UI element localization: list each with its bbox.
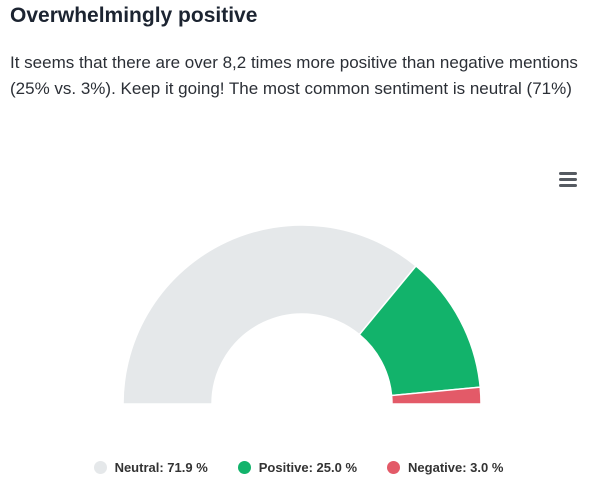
page-title: Overwhelmingly positive bbox=[10, 4, 258, 27]
legend-dot-positive bbox=[237, 461, 251, 474]
legend-item-negative[interactable]: Negative: 3.0 % bbox=[387, 460, 503, 475]
slice-negative[interactable] bbox=[390, 386, 482, 405]
legend-item-neutral[interactable]: Neutral: 71.9 % bbox=[93, 460, 208, 475]
chart-menu-button[interactable] bbox=[556, 170, 580, 190]
hamburger-menu-icon bbox=[559, 172, 577, 175]
legend-label-positive: Positive: 25.0 % bbox=[258, 460, 358, 475]
legend-dot-neutral bbox=[93, 461, 107, 474]
hamburger-menu-icon-bar bbox=[559, 184, 577, 187]
slice-neutral[interactable] bbox=[122, 224, 418, 405]
legend-dot-negative bbox=[387, 461, 401, 474]
legend-label-neutral: Neutral: 71.9 % bbox=[114, 460, 208, 475]
chart-legend: Neutral: 71.9 % Positive: 25.0 % Negativ… bbox=[0, 460, 597, 475]
legend-item-positive[interactable]: Positive: 25.0 % bbox=[237, 460, 358, 475]
sentiment-summary: It seems that there are over 8,2 times m… bbox=[10, 53, 578, 98]
chart-slices bbox=[122, 224, 482, 405]
legend-label-negative: Negative: 3.0 % bbox=[408, 460, 504, 475]
hamburger-menu-icon-bar bbox=[559, 178, 577, 181]
